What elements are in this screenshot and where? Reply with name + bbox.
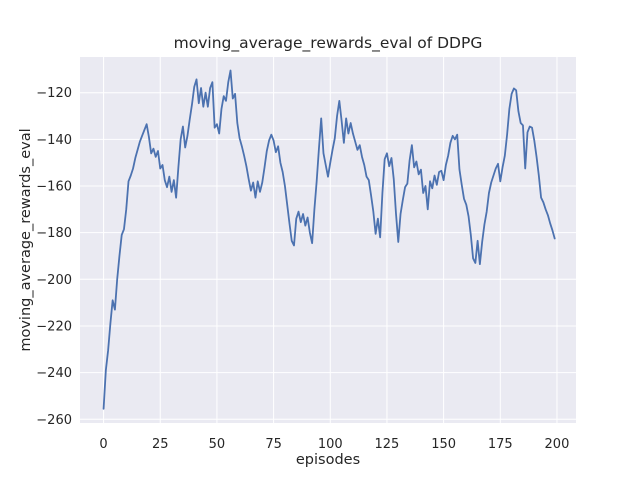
- y-tick-label: −240: [36, 366, 72, 381]
- y-tick-label: −260: [36, 413, 72, 428]
- chart-title: moving_average_rewards_eval of DDPG: [173, 34, 483, 52]
- y-tick-label: −180: [36, 226, 72, 241]
- x-tick-label: 200: [545, 437, 570, 452]
- axes-background: [80, 57, 576, 423]
- y-tick-label: −120: [36, 86, 72, 101]
- x-tick-label: 125: [375, 437, 400, 452]
- x-tick-label: 100: [318, 437, 343, 452]
- y-axis-label: moving_average_rewards_eval: [18, 128, 34, 352]
- x-tick-label: 25: [152, 437, 169, 452]
- y-tick-label: −220: [36, 319, 72, 334]
- y-tick-label: −140: [36, 133, 72, 148]
- x-tick-label: 75: [265, 437, 282, 452]
- x-tick-label: 175: [488, 437, 513, 452]
- x-tick-label: 150: [431, 437, 456, 452]
- x-axis-label: episodes: [295, 452, 361, 468]
- y-tick-label: −200: [36, 273, 72, 288]
- reward-line: [102, 69, 556, 410]
- x-tick-label: 0: [99, 437, 107, 452]
- y-tick-label: −160: [36, 179, 72, 194]
- x-tick-label: 50: [209, 437, 226, 452]
